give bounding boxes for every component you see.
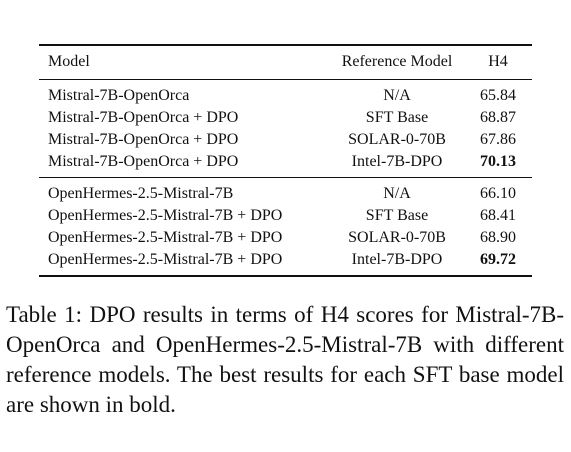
header-h4: H4 [488, 53, 508, 70]
row-model: OpenHermes-2.5-Mistral-7B [48, 185, 234, 202]
row-model: Mistral-7B-OpenOrca + DPO [48, 109, 239, 126]
header-reference-model: Reference Model [341, 53, 453, 70]
row-reference: N/A [383, 185, 411, 202]
row-reference: Intel-7B-DPO [351, 251, 443, 268]
row-model: Mistral-7B-OpenOrca [48, 87, 190, 104]
row-h4: 66.10 [480, 185, 516, 202]
row-model: OpenHermes-2.5-Mistral-7B + DPO [48, 229, 283, 246]
row-reference: SFT Base [365, 109, 429, 126]
row-reference: N/A [383, 87, 411, 104]
table-top-rule [39, 44, 532, 46]
row-h4-best: 69.72 [480, 251, 516, 268]
row-model: Mistral-7B-OpenOrca + DPO [48, 153, 239, 170]
row-h4: 68.41 [480, 207, 516, 224]
row-reference: SOLAR-0-70B [348, 131, 446, 148]
table-caption: Table 1: DPO results in terms of H4 scor… [6, 302, 564, 417]
row-h4: 65.84 [480, 87, 516, 104]
table-group-rule [39, 177, 532, 178]
row-h4: 68.87 [480, 109, 516, 126]
row-h4-best: 70.13 [480, 153, 516, 170]
row-h4: 67.86 [480, 131, 516, 148]
row-reference: SOLAR-0-70B [348, 229, 446, 246]
row-model: OpenHermes-2.5-Mistral-7B + DPO [48, 207, 283, 224]
row-reference: SFT Base [365, 207, 429, 224]
header-model: Model [48, 53, 90, 70]
row-model: OpenHermes-2.5-Mistral-7B + DPO [48, 251, 283, 268]
row-h4: 68.90 [480, 229, 516, 246]
table-bottom-rule [39, 275, 532, 277]
table-header-rule [39, 79, 532, 80]
row-model: Mistral-7B-OpenOrca + DPO [48, 131, 239, 148]
row-reference: Intel-7B-DPO [351, 153, 443, 170]
